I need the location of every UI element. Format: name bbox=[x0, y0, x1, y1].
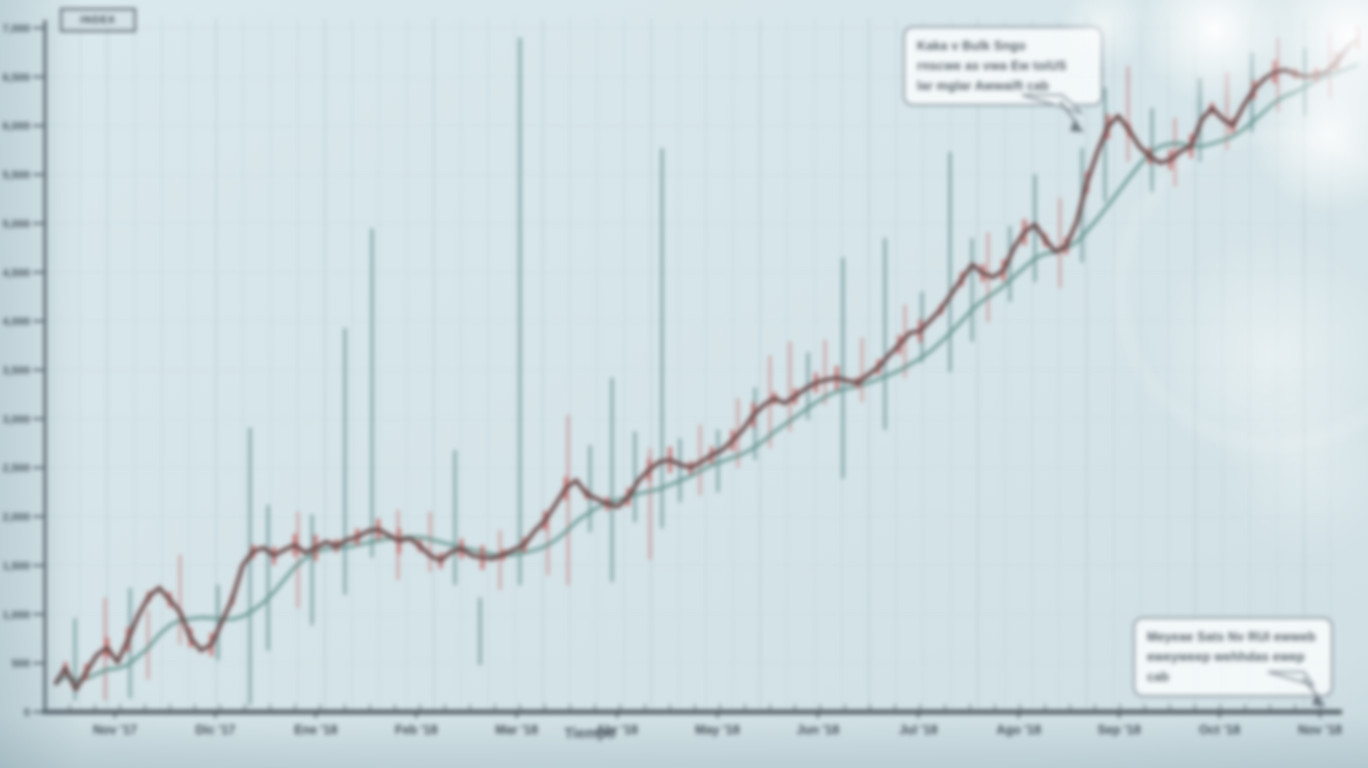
x-tick-label: Ago '18 bbox=[996, 723, 1041, 737]
legend-box: INDEX bbox=[60, 8, 136, 32]
y-tick-label: 3,000 bbox=[2, 414, 30, 426]
annotation-line: eweyweep wehhdas ewep cab bbox=[1147, 650, 1305, 684]
x-tick-label: Feb '18 bbox=[395, 723, 438, 737]
x-tick-label: Abr '18 bbox=[596, 723, 638, 737]
y-tick-label: 1,500 bbox=[2, 560, 30, 572]
callout-arrow-line bbox=[1302, 677, 1321, 700]
arrow-head-icon bbox=[1312, 695, 1326, 706]
x-axis-title: Tiempo bbox=[564, 726, 616, 742]
x-tick-label: Ene '18 bbox=[294, 723, 337, 737]
x-tick-label: Nov '18 bbox=[1298, 723, 1342, 737]
y-tick-label: 2,000 bbox=[2, 512, 30, 524]
annotation-callout-bottom: Meyeae Sats Nv RUI ewweb eweyweep wehhda… bbox=[1133, 617, 1333, 697]
arrow-head-icon bbox=[1070, 121, 1084, 132]
y-tick-label: 5,000 bbox=[2, 218, 30, 230]
annotation-line: rnscwe as vwa Ew toiUS bbox=[917, 59, 1067, 73]
legend-label: INDEX bbox=[80, 14, 116, 26]
y-tick-label: 4,500 bbox=[2, 267, 30, 279]
y-tick-label: 2,500 bbox=[2, 463, 30, 475]
y-tick-label: 0 bbox=[24, 707, 30, 719]
y-tick-label: 3,500 bbox=[2, 365, 30, 377]
x-tick-label: Jun '18 bbox=[797, 723, 840, 737]
y-tick-label: 500 bbox=[12, 658, 30, 670]
x-tick-label: Sep '18 bbox=[1098, 723, 1141, 737]
x-tick-label: May '18 bbox=[695, 723, 740, 737]
price-line bbox=[53, 36, 1359, 691]
x-tick-label: Nov '17 bbox=[93, 723, 137, 737]
y-tick-label: 7,000 bbox=[2, 23, 30, 35]
x-tick-label: Mar '18 bbox=[495, 723, 538, 737]
x-tick-label: Jul '18 bbox=[899, 723, 937, 737]
y-tick-label: 4,000 bbox=[2, 316, 30, 328]
y-tick-label: 1,000 bbox=[2, 609, 30, 621]
moving-average-line bbox=[53, 62, 1359, 686]
annotation-line: Meyeae Sats Nv RUI ewweb bbox=[1147, 630, 1316, 644]
y-tick-label: 5,500 bbox=[2, 170, 30, 182]
callout-arrow-line bbox=[1059, 100, 1079, 126]
callout-tail bbox=[1267, 671, 1316, 687]
y-tick-label: 6,500 bbox=[2, 72, 30, 84]
y-tick-label: 6,000 bbox=[2, 121, 30, 133]
annotation-line: lar mglar Awwaift cab bbox=[917, 79, 1050, 93]
x-tick-label: Dic '17 bbox=[196, 723, 236, 737]
callout-tail bbox=[1021, 94, 1083, 114]
x-tick-label: Oct '18 bbox=[1199, 723, 1240, 737]
annotation-line: Kaka v Bulk Sngo bbox=[917, 39, 1026, 53]
